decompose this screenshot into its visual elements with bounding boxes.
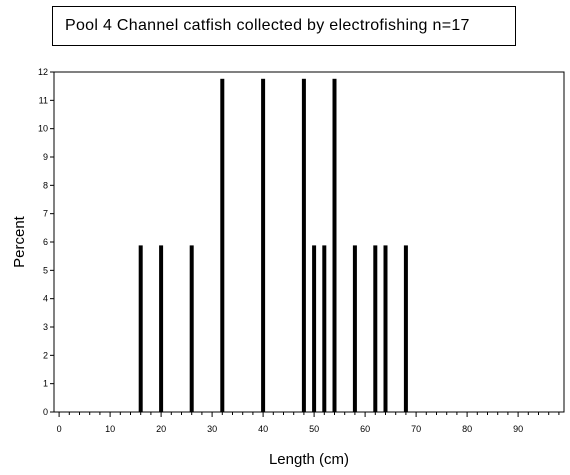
bar-9 <box>352 245 357 412</box>
bar-0 <box>138 245 143 412</box>
x-tick-label-40: 40 <box>258 424 268 434</box>
bar-10 <box>373 245 378 412</box>
bar-8 <box>332 78 337 413</box>
y-tick-label-2: 2 <box>43 350 48 360</box>
x-tick-label-90: 90 <box>513 424 523 434</box>
y-tick-label-12: 12 <box>38 67 48 77</box>
x-tick-label-0: 0 <box>57 424 62 434</box>
y-tick-label-1: 1 <box>43 379 48 389</box>
x-tick-label-10: 10 <box>105 424 115 434</box>
x-axis-label: Length (cm) <box>269 451 349 468</box>
plot-frame <box>53 71 565 413</box>
bar-3 <box>220 78 225 413</box>
chart-title: Pool 4 Channel catfish collected by elec… <box>52 6 516 46</box>
y-tick-label-5: 5 <box>43 265 48 275</box>
bar-2 <box>189 245 194 412</box>
bar-4 <box>261 78 266 413</box>
x-tick-label-70: 70 <box>411 424 421 434</box>
y-axis-label: Percent <box>11 215 28 268</box>
y-tick-label-11: 11 <box>39 95 48 105</box>
y-tick-label-6: 6 <box>43 237 48 247</box>
y-tick-label-10: 10 <box>38 124 48 134</box>
y-tick-label-0: 0 <box>43 407 48 417</box>
x-tick-label-50: 50 <box>309 424 319 434</box>
bar-11 <box>383 245 388 412</box>
y-tick-label-9: 9 <box>43 152 48 162</box>
bar-6 <box>312 245 317 412</box>
x-tick-label-60: 60 <box>360 424 370 434</box>
y-tick-label-3: 3 <box>43 322 48 332</box>
bar-12 <box>403 245 408 412</box>
bar-1 <box>159 245 164 412</box>
x-tick-label-20: 20 <box>156 424 166 434</box>
bars-group <box>138 78 408 413</box>
y-tick-label-7: 7 <box>43 209 48 219</box>
x-tick-label-30: 30 <box>207 424 217 434</box>
y-tick-label-8: 8 <box>43 180 48 190</box>
bar-7 <box>322 245 327 412</box>
x-axis-ticks: 0 10 20 30 40 50 60 70 80 90 <box>57 412 560 434</box>
bar-5 <box>301 78 306 413</box>
y-tick-label-4: 4 <box>43 294 48 304</box>
x-tick-label-80: 80 <box>462 424 472 434</box>
